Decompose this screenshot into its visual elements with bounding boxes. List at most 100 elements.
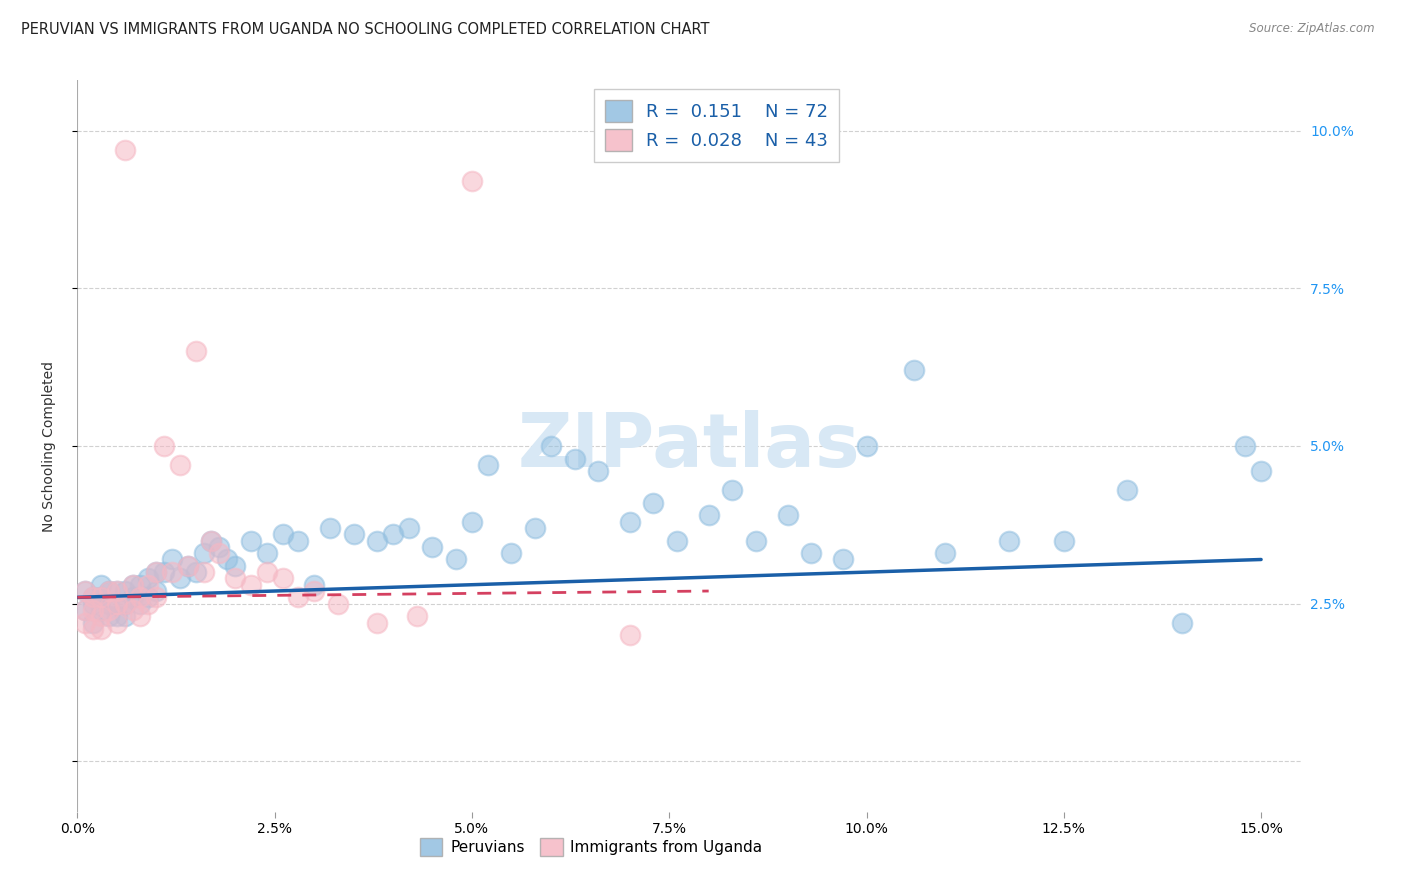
Point <box>129 578 152 592</box>
Point <box>90 578 112 592</box>
Point <box>90 609 112 624</box>
Point <box>138 591 160 605</box>
Point <box>208 546 231 560</box>
Point <box>138 578 160 592</box>
Point <box>271 571 294 585</box>
Point <box>184 565 207 579</box>
Point <box>114 584 136 599</box>
Point <box>540 439 562 453</box>
Point <box>145 591 167 605</box>
Point <box>398 521 420 535</box>
Point <box>271 527 294 541</box>
Point <box>184 344 207 359</box>
Point <box>153 565 176 579</box>
Point <box>160 552 183 566</box>
Point <box>138 571 160 585</box>
Point <box>177 558 200 573</box>
Point <box>224 558 246 573</box>
Point <box>97 584 120 599</box>
Point <box>121 578 143 592</box>
Point <box>619 628 641 642</box>
Point <box>75 603 97 617</box>
Point <box>145 584 167 599</box>
Point <box>256 546 278 560</box>
Point <box>366 615 388 630</box>
Point <box>934 546 956 560</box>
Point <box>75 603 97 617</box>
Point <box>477 458 499 472</box>
Point <box>366 533 388 548</box>
Point <box>342 527 364 541</box>
Point <box>82 591 104 605</box>
Point <box>200 533 222 548</box>
Point <box>105 584 128 599</box>
Point <box>643 496 665 510</box>
Point <box>129 609 152 624</box>
Text: Source: ZipAtlas.com: Source: ZipAtlas.com <box>1250 22 1375 36</box>
Point <box>75 584 97 599</box>
Point <box>75 615 97 630</box>
Point <box>422 540 444 554</box>
Point <box>1250 464 1272 478</box>
Point <box>208 540 231 554</box>
Point <box>153 439 176 453</box>
Point <box>1116 483 1139 497</box>
Point <box>145 565 167 579</box>
Point <box>75 584 97 599</box>
Point <box>1053 533 1076 548</box>
Point <box>831 552 853 566</box>
Point <box>82 622 104 636</box>
Point <box>193 565 215 579</box>
Point <box>97 609 120 624</box>
Point <box>287 533 309 548</box>
Point <box>776 508 799 523</box>
Point <box>145 565 167 579</box>
Point <box>138 597 160 611</box>
Point <box>256 565 278 579</box>
Point <box>564 451 586 466</box>
Point <box>697 508 720 523</box>
Y-axis label: No Schooling Completed: No Schooling Completed <box>42 360 56 532</box>
Point <box>855 439 877 453</box>
Point <box>82 615 104 630</box>
Point <box>121 603 143 617</box>
Point <box>90 622 112 636</box>
Point <box>461 515 484 529</box>
Legend: Peruvians, Immigrants from Uganda: Peruvians, Immigrants from Uganda <box>413 831 769 863</box>
Point <box>114 597 136 611</box>
Point <box>105 584 128 599</box>
Point <box>239 578 262 592</box>
Point <box>129 591 152 605</box>
Point <box>90 591 112 605</box>
Point <box>461 174 484 188</box>
Point <box>82 591 104 605</box>
Point <box>105 597 128 611</box>
Point <box>121 578 143 592</box>
Point <box>586 464 609 478</box>
Point <box>382 527 405 541</box>
Point <box>800 546 823 560</box>
Point <box>745 533 768 548</box>
Point <box>160 565 183 579</box>
Point <box>217 552 239 566</box>
Point <box>82 597 104 611</box>
Point <box>97 597 120 611</box>
Point <box>302 578 325 592</box>
Point <box>129 597 152 611</box>
Point <box>997 533 1019 548</box>
Point <box>1234 439 1257 453</box>
Point <box>619 515 641 529</box>
Point <box>501 546 523 560</box>
Point <box>524 521 547 535</box>
Point <box>193 546 215 560</box>
Point <box>90 591 112 605</box>
Point <box>1171 615 1194 630</box>
Point <box>903 363 925 377</box>
Point <box>444 552 467 566</box>
Point <box>169 458 191 472</box>
Point <box>666 533 689 548</box>
Point <box>90 603 112 617</box>
Point <box>82 603 104 617</box>
Point <box>224 571 246 585</box>
Point <box>105 597 128 611</box>
